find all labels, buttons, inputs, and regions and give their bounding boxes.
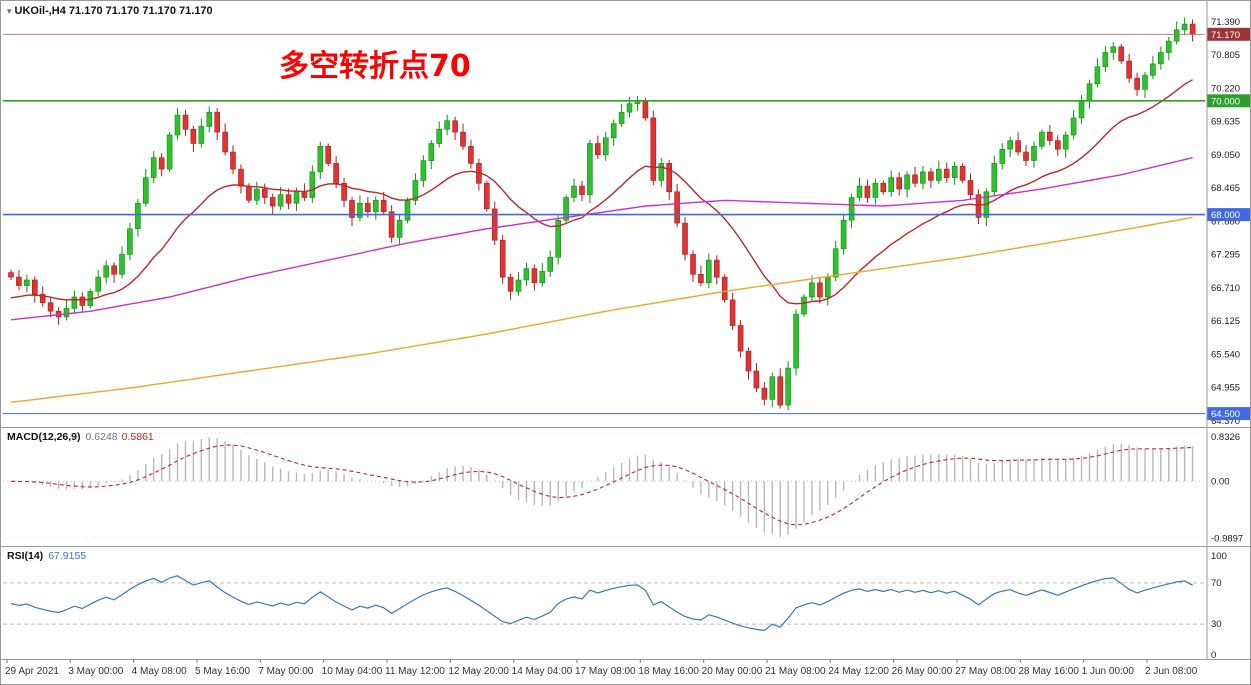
- price-line-badge-text: 64.500: [1211, 409, 1240, 420]
- macd-main-value: 0.6248: [85, 431, 118, 443]
- time-axis-label: 18 May 16:00: [638, 666, 699, 677]
- time-axis-label: 20 May 00:00: [702, 666, 763, 677]
- price-line-badge-text: 68.000: [1211, 210, 1240, 221]
- price-axis-label: 67.295: [1211, 250, 1240, 261]
- rsi-panel: 100 70 30 0: [3, 551, 1227, 661]
- rsi-axis-label: 30: [1211, 619, 1222, 630]
- rsi-axis-label: 0: [1211, 650, 1216, 661]
- price-axis-label: 69.635: [1211, 117, 1240, 128]
- chart-title: ▾ UKOil-,H4 71.170 71.170 71.170 71.170: [7, 5, 213, 17]
- price-axis-label: 65.540: [1211, 349, 1240, 360]
- price-line-badge-text: 70.000: [1211, 96, 1240, 107]
- time-axis-label: 2 Jun 08:00: [1145, 666, 1198, 677]
- rsi-line: [10, 575, 1193, 632]
- price-axis-label: 68.465: [1211, 183, 1240, 194]
- time-axis[interactable]: 29 Apr 2021 3 May 00:00 4 May 08:00 5 May 1…: [5, 659, 1198, 678]
- current-price-badge-text: 71.170: [1211, 30, 1240, 41]
- time-axis-label: 27 May 08:00: [955, 666, 1016, 677]
- price-axis-label: 64.955: [1211, 383, 1240, 394]
- candles-layer: [8, 17, 1196, 411]
- price-axis-label: 71.390: [1211, 17, 1240, 28]
- price-line-badge: [1207, 94, 1250, 108]
- object-marker-icon: ▾: [7, 6, 12, 16]
- time-axis-label: 7 May 00:00: [258, 666, 313, 677]
- moving-averages-layer: [10, 79, 1193, 403]
- time-axis-label: 24 May 12:00: [828, 666, 889, 677]
- price-scale[interactable]: 71.390 70.805 70.220 69.635 69.050 68.465 67.8…: [1207, 1, 1251, 660]
- time-axis-label: 12 May 20:00: [448, 666, 509, 677]
- macd-axis-label: 0.8326: [1211, 432, 1240, 443]
- macd-signal-line: [10, 444, 1193, 526]
- current-price-badge: [1207, 27, 1250, 41]
- fast-ma-line: [10, 79, 1193, 305]
- time-axis-label: 17 May 08:00: [575, 666, 636, 677]
- time-axis-label: 4 May 08:00: [132, 666, 187, 677]
- macd-axis-label: -0.9897: [1211, 533, 1243, 544]
- time-axis-label: 14 May 04:00: [512, 666, 573, 677]
- macd-label: MACD(12,26,9) 0.6248 0.5861: [7, 431, 154, 443]
- rsi-value: 67.9155: [48, 550, 87, 562]
- price-axis-label: 66.125: [1211, 316, 1240, 327]
- macd-name-text: MACD(12,26,9): [7, 431, 81, 443]
- time-axis-label: 29 Apr 2021: [5, 666, 59, 677]
- price-axis-label: 67.880: [1211, 216, 1240, 227]
- price-axis-label: 69.050: [1211, 150, 1240, 161]
- rsi-name-text: RSI(14): [7, 550, 44, 562]
- time-axis-label: 1 Jun 00:00: [1082, 666, 1135, 677]
- price-axis-label: 66.710: [1211, 283, 1240, 294]
- macd-panel: 0.8326 0.00 -0.9897: [3, 432, 1243, 544]
- rsi-label: RSI(14) 67.9155: [7, 550, 86, 562]
- time-axis-label: 10 May 04:00: [322, 666, 383, 677]
- annotation-text-object[interactable]: 多空转折点70: [279, 49, 471, 84]
- mid-ma-line: [10, 157, 1193, 321]
- rsi-axis-label: 100: [1211, 551, 1227, 562]
- price-axis-label: 70.805: [1211, 50, 1240, 61]
- rsi-axis-label: 70: [1211, 578, 1222, 589]
- symbol-period-ohlc-text: UKOil-,H4 71.170 71.170 71.170 71.170: [14, 5, 213, 17]
- price-axis-label: 64.370: [1211, 416, 1240, 427]
- macd-signal-value: 0.5861: [121, 431, 154, 443]
- price-axis-label: 70.220: [1211, 83, 1240, 94]
- price-line-badge: [1207, 407, 1250, 421]
- price-line-badge: [1207, 208, 1250, 222]
- time-axis-label: 11 May 12:00: [385, 666, 445, 677]
- time-axis-label: 5 May 16:00: [195, 666, 250, 677]
- time-axis-label: 21 May 08:00: [765, 666, 826, 677]
- time-axis-label: 28 May 16:00: [1018, 666, 1079, 677]
- macd-axis-label: 0.00: [1211, 476, 1230, 487]
- hlines-layer: [3, 33, 1205, 415]
- slow-ma-line: [10, 216, 1193, 403]
- panel-frame: [1, 1, 1250, 660]
- time-axis-label: 26 May 00:00: [892, 666, 953, 677]
- time-axis-label: 3 May 00:00: [68, 666, 123, 677]
